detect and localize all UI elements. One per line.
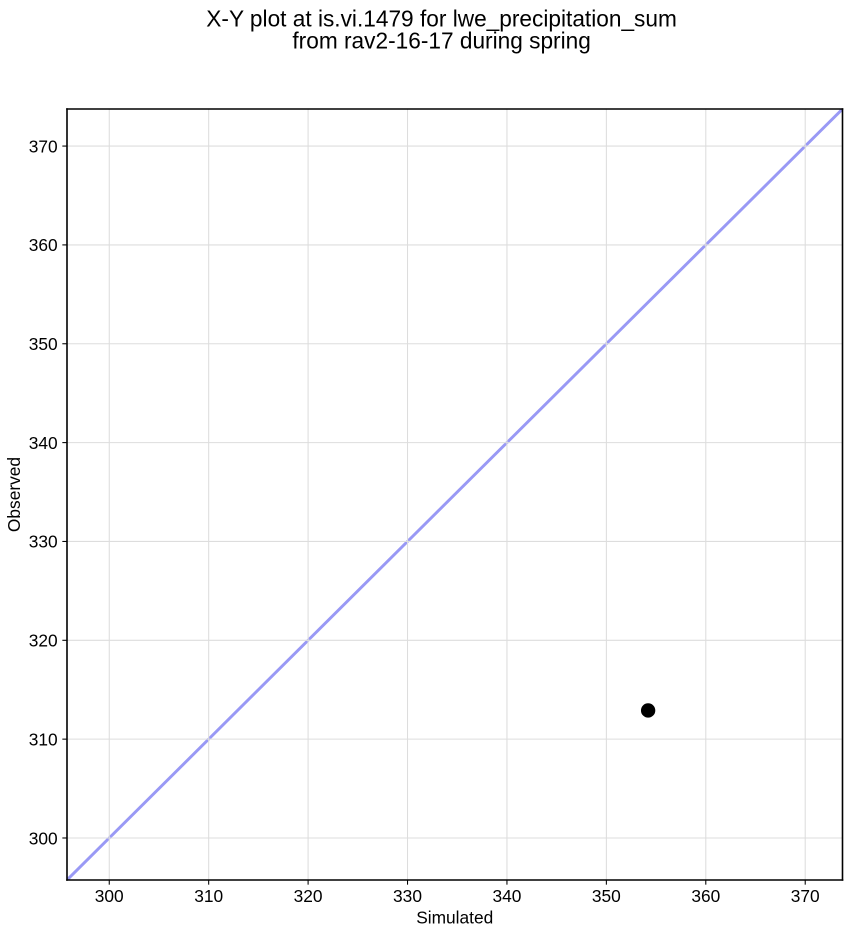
svg-text:from rav2-16-17 during spring: from rav2-16-17 during spring bbox=[292, 28, 590, 54]
svg-text:Simulated: Simulated bbox=[416, 907, 493, 927]
svg-text:340: 340 bbox=[492, 886, 521, 906]
svg-text:360: 360 bbox=[29, 235, 58, 255]
svg-text:340: 340 bbox=[29, 433, 58, 453]
svg-text:320: 320 bbox=[29, 631, 58, 651]
svg-text:360: 360 bbox=[691, 886, 720, 906]
svg-text:350: 350 bbox=[592, 886, 621, 906]
svg-text:330: 330 bbox=[393, 886, 422, 906]
svg-text:310: 310 bbox=[194, 886, 223, 906]
svg-text:300: 300 bbox=[95, 886, 124, 906]
svg-text:300: 300 bbox=[29, 828, 58, 848]
svg-text:330: 330 bbox=[29, 532, 58, 552]
svg-text:Observed: Observed bbox=[4, 457, 24, 532]
svg-text:370: 370 bbox=[791, 886, 820, 906]
svg-text:310: 310 bbox=[29, 729, 58, 749]
svg-text:370: 370 bbox=[29, 136, 58, 156]
svg-text:350: 350 bbox=[29, 334, 58, 354]
svg-text:320: 320 bbox=[294, 886, 323, 906]
